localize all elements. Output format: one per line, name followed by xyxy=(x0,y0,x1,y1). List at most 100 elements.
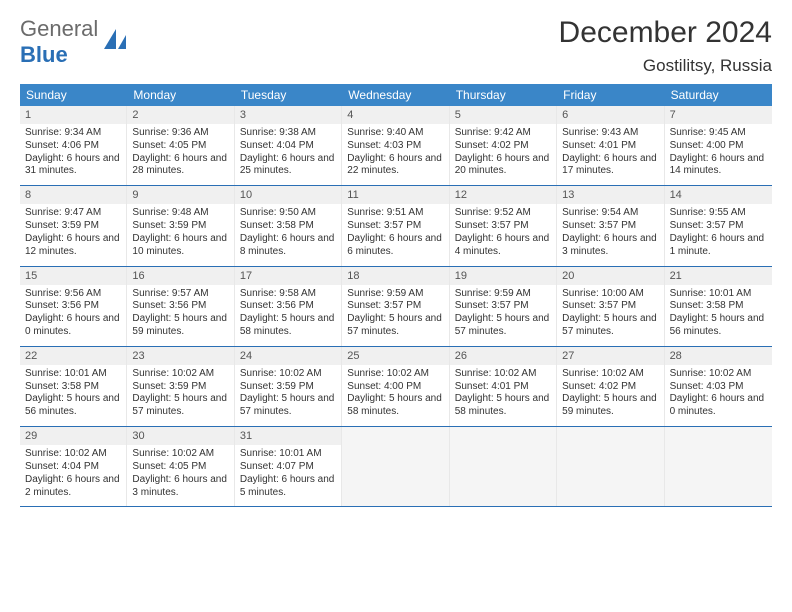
day-info: Sunrise: 9:38 AMSunset: 4:04 PMDaylight:… xyxy=(240,127,336,178)
date-number: 6 xyxy=(557,106,663,124)
date-number: 8 xyxy=(20,186,126,204)
calendar-cell: 20 Sunrise: 10:00 AMSunset: 3:57 PMDaylig… xyxy=(557,267,664,346)
date-number: 12 xyxy=(450,186,556,204)
dayname-row: SundayMondayTuesdayWednesdayThursdayFrid… xyxy=(20,84,772,106)
day-info: Sunrise: 10:02 AMSunset: 4:02 PMDaylight… xyxy=(562,368,658,419)
date-number: 20 xyxy=(557,267,663,285)
date-number: 30 xyxy=(127,427,233,445)
date-number: 31 xyxy=(235,427,341,445)
calendar-cell xyxy=(342,427,449,506)
day-info: Sunrise: 9:48 AMSunset: 3:59 PMDaylight:… xyxy=(132,207,228,258)
day-info: Sunrise: 10:02 AMSunset: 4:03 PMDaylight… xyxy=(670,368,767,419)
day-info: Sunrise: 9:58 AMSunset: 3:56 PMDaylight:… xyxy=(240,288,336,339)
day-info: Sunrise: 9:43 AMSunset: 4:01 PMDaylight:… xyxy=(562,127,658,178)
title-block: December 2024 Gostilitsy, Russia xyxy=(559,16,772,76)
logo-sail-icon xyxy=(102,27,130,58)
calendar-cell: 14Sunrise: 9:55 AMSunset: 3:57 PMDayligh… xyxy=(665,186,772,265)
dayname-friday: Friday xyxy=(557,84,664,106)
logo-blue: Blue xyxy=(20,42,68,67)
calendar-cell: 10Sunrise: 9:50 AMSunset: 3:58 PMDayligh… xyxy=(235,186,342,265)
day-info: Sunrise: 9:36 AMSunset: 4:05 PMDaylight:… xyxy=(132,127,228,178)
calendar-cell: 12 Sunrise: 9:52 AMSunset: 3:57 PMDayligh… xyxy=(450,186,557,265)
calendar-cell: 2 Sunrise: 9:36 AMSunset: 4:05 PMDaylight… xyxy=(127,106,234,185)
date-number: 4 xyxy=(342,106,448,124)
day-info: Sunrise: 9:59 AMSunset: 3:57 PMDaylight:… xyxy=(455,288,551,339)
calendar-cell: 26Sunrise: 10:02 AMSunset: 4:01 PMDaylig… xyxy=(450,347,557,426)
calendar-cell xyxy=(557,427,664,506)
date-number: 23 xyxy=(127,347,233,365)
calendar-cell: 25 Sunrise: 10:02 AMSunset: 4:00 PMDaylig… xyxy=(342,347,449,426)
week-row: 15 Sunrise: 9:56 AMSunset: 3:56 PMDayligh… xyxy=(20,267,772,347)
date-number: 2 xyxy=(127,106,233,124)
calendar-cell: 1Sunrise: 9:34 AMSunset: 4:06 PMDaylight… xyxy=(20,106,127,185)
date-number: 29 xyxy=(20,427,126,445)
date-number: 7 xyxy=(665,106,772,124)
day-info: Sunrise: 9:54 AMSunset: 3:57 PMDaylight:… xyxy=(562,207,658,258)
header-row: General Blue December 2024 Gostilitsy, R… xyxy=(20,16,772,76)
day-info: Sunrise: 9:57 AMSunset: 3:56 PMDaylight:… xyxy=(132,288,228,339)
date-number: 15 xyxy=(20,267,126,285)
day-info: Sunrise: 9:52 AMSunset: 3:57 PMDaylight:… xyxy=(455,207,551,258)
calendar-cell: 19Sunrise: 9:59 AMSunset: 3:57 PMDayligh… xyxy=(450,267,557,346)
day-info: Sunrise: 9:42 AMSunset: 4:02 PMDaylight:… xyxy=(455,127,551,178)
page-title: December 2024 xyxy=(559,16,772,50)
date-number: 24 xyxy=(235,347,341,365)
date-number: 21 xyxy=(665,267,772,285)
day-info: Sunrise: 10:01 AMSunset: 3:58 PMDaylight… xyxy=(670,288,767,339)
week-row: 8 Sunrise: 9:47 AMSunset: 3:59 PMDaylight… xyxy=(20,186,772,266)
weeks-container: 1Sunrise: 9:34 AMSunset: 4:06 PMDaylight… xyxy=(20,106,772,507)
calendar-cell: 16 Sunrise: 9:57 AMSunset: 3:56 PMDayligh… xyxy=(127,267,234,346)
date-number: 25 xyxy=(342,347,448,365)
date-number: 27 xyxy=(557,347,663,365)
calendar-cell: 8 Sunrise: 9:47 AMSunset: 3:59 PMDaylight… xyxy=(20,186,127,265)
calendar-cell: 17 Sunrise: 9:58 AMSunset: 3:56 PMDayligh… xyxy=(235,267,342,346)
day-info: Sunrise: 9:45 AMSunset: 4:00 PMDaylight:… xyxy=(670,127,767,178)
calendar-cell xyxy=(450,427,557,506)
week-row: 22 Sunrise: 10:01 AMSunset: 3:58 PMDaylig… xyxy=(20,347,772,427)
calendar-cell: 4Sunrise: 9:40 AMSunset: 4:03 PMDaylight… xyxy=(342,106,449,185)
calendar-cell xyxy=(665,427,772,506)
day-info: Sunrise: 10:02 AMSunset: 3:59 PMDaylight… xyxy=(132,368,228,419)
calendar-cell: 22 Sunrise: 10:01 AMSunset: 3:58 PMDaylig… xyxy=(20,347,127,426)
calendar-cell: 6 Sunrise: 9:43 AMSunset: 4:01 PMDaylight… xyxy=(557,106,664,185)
calendar-cell: 21 Sunrise: 10:01 AMSunset: 3:58 PMDaylig… xyxy=(665,267,772,346)
day-info: Sunrise: 10:02 AMSunset: 4:05 PMDaylight… xyxy=(132,448,228,499)
day-info: Sunrise: 9:47 AMSunset: 3:59 PMDaylight:… xyxy=(25,207,121,258)
calendar-cell: 31 Sunrise: 10:01 AMSunset: 4:07 PMDaylig… xyxy=(235,427,342,506)
dayname-monday: Monday xyxy=(127,84,234,106)
dayname-thursday: Thursday xyxy=(450,84,557,106)
dayname-saturday: Saturday xyxy=(665,84,772,106)
date-number: 1 xyxy=(20,106,126,124)
date-number: 10 xyxy=(235,186,341,204)
day-info: Sunrise: 10:01 AMSunset: 3:58 PMDaylight… xyxy=(25,368,121,419)
calendar-cell: 3 Sunrise: 9:38 AMSunset: 4:04 PMDaylight… xyxy=(235,106,342,185)
date-number: 17 xyxy=(235,267,341,285)
day-info: Sunrise: 10:02 AMSunset: 4:01 PMDaylight… xyxy=(455,368,551,419)
day-info: Sunrise: 10:00 AMSunset: 3:57 PMDaylight… xyxy=(562,288,658,339)
calendar-cell: 13 Sunrise: 9:54 AMSunset: 3:57 PMDayligh… xyxy=(557,186,664,265)
calendar-cell: 30 Sunrise: 10:02 AMSunset: 4:05 PMDaylig… xyxy=(127,427,234,506)
day-info: Sunrise: 10:02 AMSunset: 4:00 PMDaylight… xyxy=(347,368,443,419)
week-row: 1Sunrise: 9:34 AMSunset: 4:06 PMDaylight… xyxy=(20,106,772,186)
date-number: 13 xyxy=(557,186,663,204)
dayname-wednesday: Wednesday xyxy=(342,84,449,106)
day-info: Sunrise: 9:55 AMSunset: 3:57 PMDaylight:… xyxy=(670,207,767,258)
logo: General Blue xyxy=(20,16,130,68)
day-info: Sunrise: 10:02 AMSunset: 3:59 PMDaylight… xyxy=(240,368,336,419)
date-number: 9 xyxy=(127,186,233,204)
date-number: 22 xyxy=(20,347,126,365)
day-info: Sunrise: 9:59 AMSunset: 3:57 PMDaylight:… xyxy=(347,288,443,339)
week-row: 29 Sunrise: 10:02 AMSunset: 4:04 PMDaylig… xyxy=(20,427,772,507)
logo-gray: General xyxy=(20,16,98,41)
dayname-tuesday: Tuesday xyxy=(235,84,342,106)
calendar-cell: 15 Sunrise: 9:56 AMSunset: 3:56 PMDayligh… xyxy=(20,267,127,346)
day-info: Sunrise: 10:01 AMSunset: 4:07 PMDaylight… xyxy=(240,448,336,499)
calendar-cell: 24 Sunrise: 10:02 AMSunset: 3:59 PMDaylig… xyxy=(235,347,342,426)
date-number: 16 xyxy=(127,267,233,285)
date-number: 3 xyxy=(235,106,341,124)
day-info: Sunrise: 9:56 AMSunset: 3:56 PMDaylight:… xyxy=(25,288,121,339)
calendar-cell: 7 Sunrise: 9:45 AMSunset: 4:00 PMDaylight… xyxy=(665,106,772,185)
date-number: 11 xyxy=(342,186,448,204)
day-info: Sunrise: 10:02 AMSunset: 4:04 PMDaylight… xyxy=(25,448,121,499)
calendar-cell: 11Sunrise: 9:51 AMSunset: 3:57 PMDayligh… xyxy=(342,186,449,265)
